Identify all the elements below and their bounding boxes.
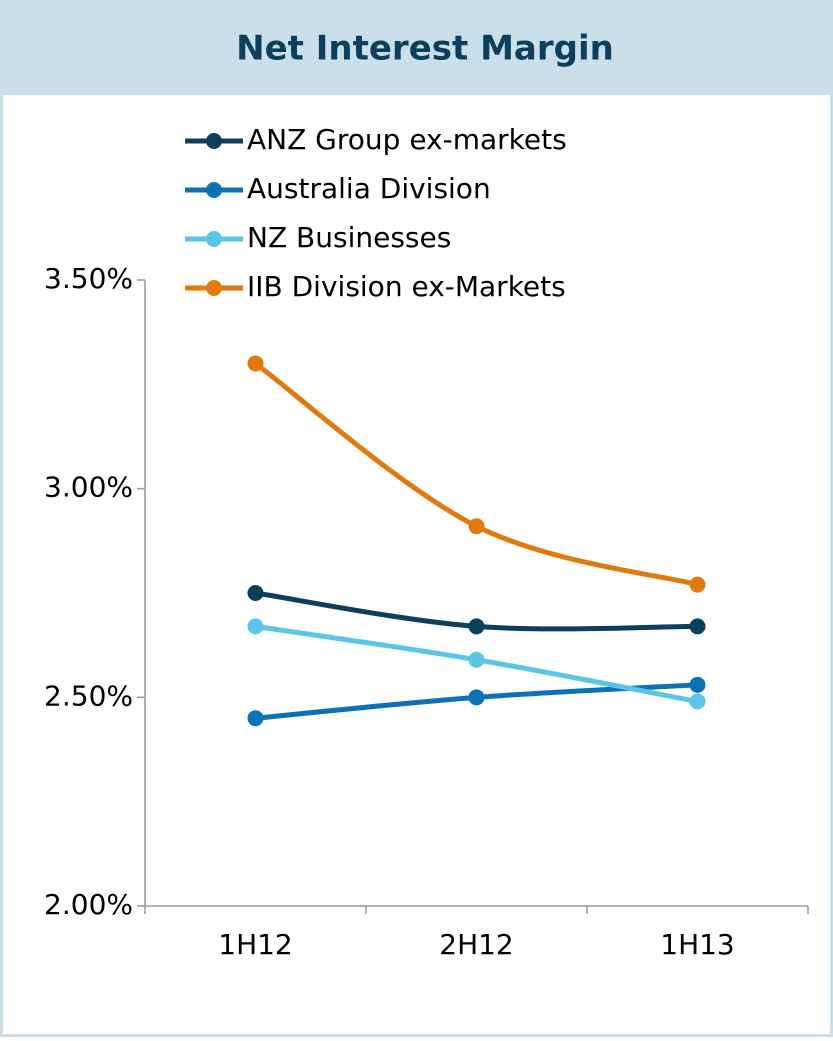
data-point [689, 676, 706, 693]
title-band [0, 0, 833, 95]
data-point [468, 651, 485, 668]
data-point [468, 518, 485, 535]
chart-title: Net Interest Margin [236, 29, 614, 69]
y-tick-label: 3.00% [44, 471, 133, 504]
legend-marker [206, 133, 222, 149]
legend-marker [206, 280, 222, 296]
legend-label: NZ Businesses [247, 221, 451, 254]
x-tick-label: 1H13 [660, 928, 735, 961]
data-point [689, 576, 706, 593]
y-tick-label: 2.00% [44, 888, 133, 921]
y-tick-label: 2.50% [44, 679, 133, 712]
data-point [247, 355, 264, 372]
data-point [689, 693, 706, 710]
data-point [247, 585, 264, 601]
x-tick-label: 2H12 [439, 928, 514, 961]
legend-marker [206, 182, 222, 198]
data-point [468, 618, 485, 635]
data-point [689, 618, 706, 635]
data-point [247, 618, 264, 635]
legend-label: Australia Division [247, 172, 491, 205]
legend-label: ANZ Group ex-markets [247, 123, 567, 156]
x-tick-label: 1H12 [218, 928, 293, 961]
legend-label: IIB Division ex-Markets [247, 270, 566, 303]
legend-marker [206, 231, 222, 247]
data-point [247, 710, 264, 727]
data-point [468, 689, 485, 706]
y-tick-label: 3.50% [44, 262, 133, 295]
